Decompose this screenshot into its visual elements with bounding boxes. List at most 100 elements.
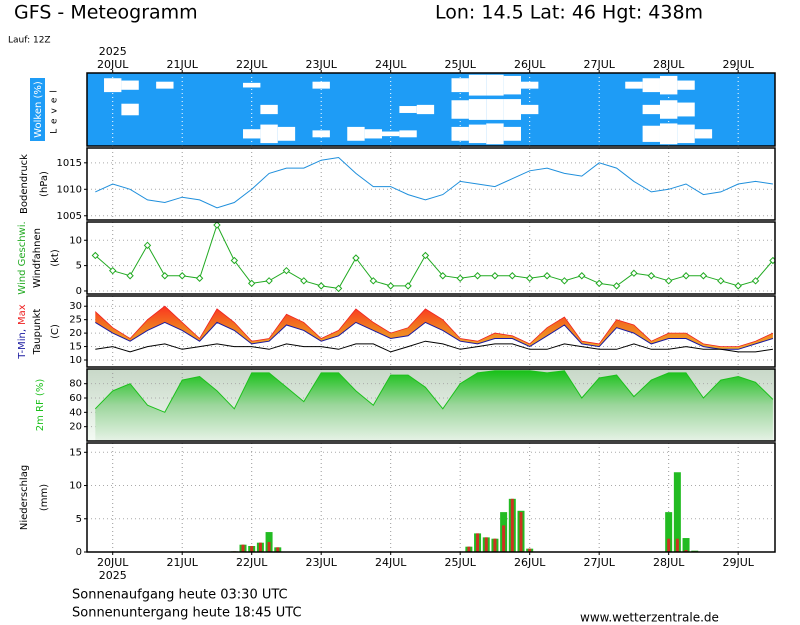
- y-tick-label: 5: [76, 261, 82, 272]
- data-point: [543, 272, 551, 280]
- bar: [276, 547, 280, 552]
- panel-frame: [86, 442, 776, 553]
- panel-frame: [86, 221, 776, 295]
- panel-background: [87, 222, 775, 294]
- temp-line: [95, 340, 773, 353]
- bar: [665, 512, 673, 552]
- cloud-cell: [677, 124, 695, 144]
- y-tick-label: 10: [69, 481, 82, 492]
- data-point: [161, 272, 169, 280]
- cloud-cell: [694, 129, 713, 139]
- y-tick-label: 10: [69, 235, 82, 246]
- data-point: [404, 282, 412, 290]
- y-tick-label: 20: [69, 422, 82, 433]
- cloud-cell: [503, 126, 521, 141]
- axis-title: Wind Geschwi.: [17, 221, 28, 294]
- cloud-cell: [312, 130, 330, 138]
- axis-title: (mm): [39, 484, 50, 511]
- panel-background: [87, 148, 775, 220]
- panel-background: [87, 443, 775, 552]
- bar: [467, 546, 471, 552]
- cloud-cell: [364, 129, 383, 139]
- axis-title: 2m RF (%): [35, 379, 46, 432]
- axis-title-part: T-Min,: [17, 329, 28, 360]
- x-tick-label: 29JUL: [722, 58, 754, 71]
- panel-marks: Hoch Mittel Tief: [59, 73, 739, 146]
- axis-title: Niederschlag: [19, 465, 30, 530]
- data-point: [508, 272, 517, 280]
- cloud-cell: [260, 124, 278, 144]
- panel-marks: [87, 296, 775, 367]
- x-tick-label: 21JUL: [166, 58, 198, 71]
- cloud-cell: [121, 103, 139, 116]
- y-tick-label: 30: [69, 301, 82, 312]
- data-point: [213, 222, 221, 229]
- bar: [682, 538, 690, 552]
- panel-frame: [86, 368, 776, 442]
- sunrise: Sonnenaufgang heute 03:30 UTC: [72, 588, 288, 603]
- data-point: [178, 272, 186, 280]
- y-tick-label: 20: [69, 328, 82, 339]
- cloud-cell: [312, 81, 330, 89]
- cloud-cell: [399, 130, 417, 138]
- cloud-cell: [486, 123, 504, 145]
- location: Lon: 14.5 Lat: 46 Hgt: 438m: [435, 2, 703, 24]
- bar: [476, 533, 480, 552]
- data-point: [126, 272, 134, 280]
- bar: [528, 548, 532, 552]
- x-tick-label: 28JUL: [653, 556, 685, 569]
- axis-title-part: Max: [17, 304, 28, 325]
- level-label: Mittel: [59, 105, 84, 115]
- data-point: [717, 277, 725, 285]
- panel-frame: [86, 147, 776, 221]
- cloud-cell: [642, 104, 660, 115]
- bar: [519, 512, 523, 552]
- x-tick-label: 25JUL: [444, 58, 476, 71]
- cloud-cell: [659, 100, 678, 119]
- data-area: [95, 370, 773, 441]
- axis-title: Bodendruck: [19, 154, 30, 214]
- x-tick-label: 28JUL: [653, 58, 685, 71]
- axis-title: Wolken (%): [33, 81, 44, 138]
- y-tick-label: 40: [69, 407, 82, 418]
- x-tick-label: 21JUL: [166, 556, 198, 569]
- cloud-cell: [156, 81, 174, 89]
- x-tick-label: 27JUL: [583, 58, 615, 71]
- cloud-cell: [642, 78, 660, 93]
- cloud-cell: [625, 81, 643, 89]
- data-point: [751, 277, 760, 285]
- data-point: [699, 272, 708, 280]
- panel-marks: [87, 148, 775, 220]
- cloud-cell: [503, 99, 521, 120]
- x-tick-label: 22JUL: [236, 58, 268, 71]
- y-tick-label: 0: [76, 286, 82, 297]
- cloud-cell: [468, 99, 487, 120]
- data-point: [734, 282, 742, 290]
- y-tick-label: 5: [76, 514, 82, 525]
- cloud-cell: [451, 126, 469, 141]
- data-point: [143, 241, 152, 250]
- source: www.wetterzentrale.de: [580, 611, 719, 625]
- x-tick-label: 29JUL: [722, 556, 754, 569]
- y-tick-label: 15: [69, 342, 82, 353]
- y-tick-label: 80: [69, 379, 82, 390]
- axis-title: T-Min, Max: [17, 304, 28, 359]
- axis-title: Windfahnen: [32, 228, 43, 288]
- data-point: [265, 277, 273, 285]
- bar: [675, 538, 679, 552]
- bar: [510, 498, 514, 552]
- cloud-cell: [677, 80, 695, 90]
- data-point: [421, 251, 430, 260]
- title: GFS - Meteogramm: [14, 2, 198, 24]
- cloud-cell: [503, 75, 521, 95]
- panel-frame: [86, 295, 776, 368]
- level-label: Tief: [67, 129, 85, 139]
- y-tick-label: 1010: [57, 184, 82, 195]
- x-tick-label: 24JUL: [375, 556, 407, 569]
- y-tick-label: 60: [69, 393, 82, 404]
- run: Lauf: 12Z: [8, 36, 51, 46]
- data-point: [682, 272, 690, 280]
- data-point: [664, 277, 673, 285]
- bar: [673, 472, 681, 552]
- data-point: [525, 274, 534, 282]
